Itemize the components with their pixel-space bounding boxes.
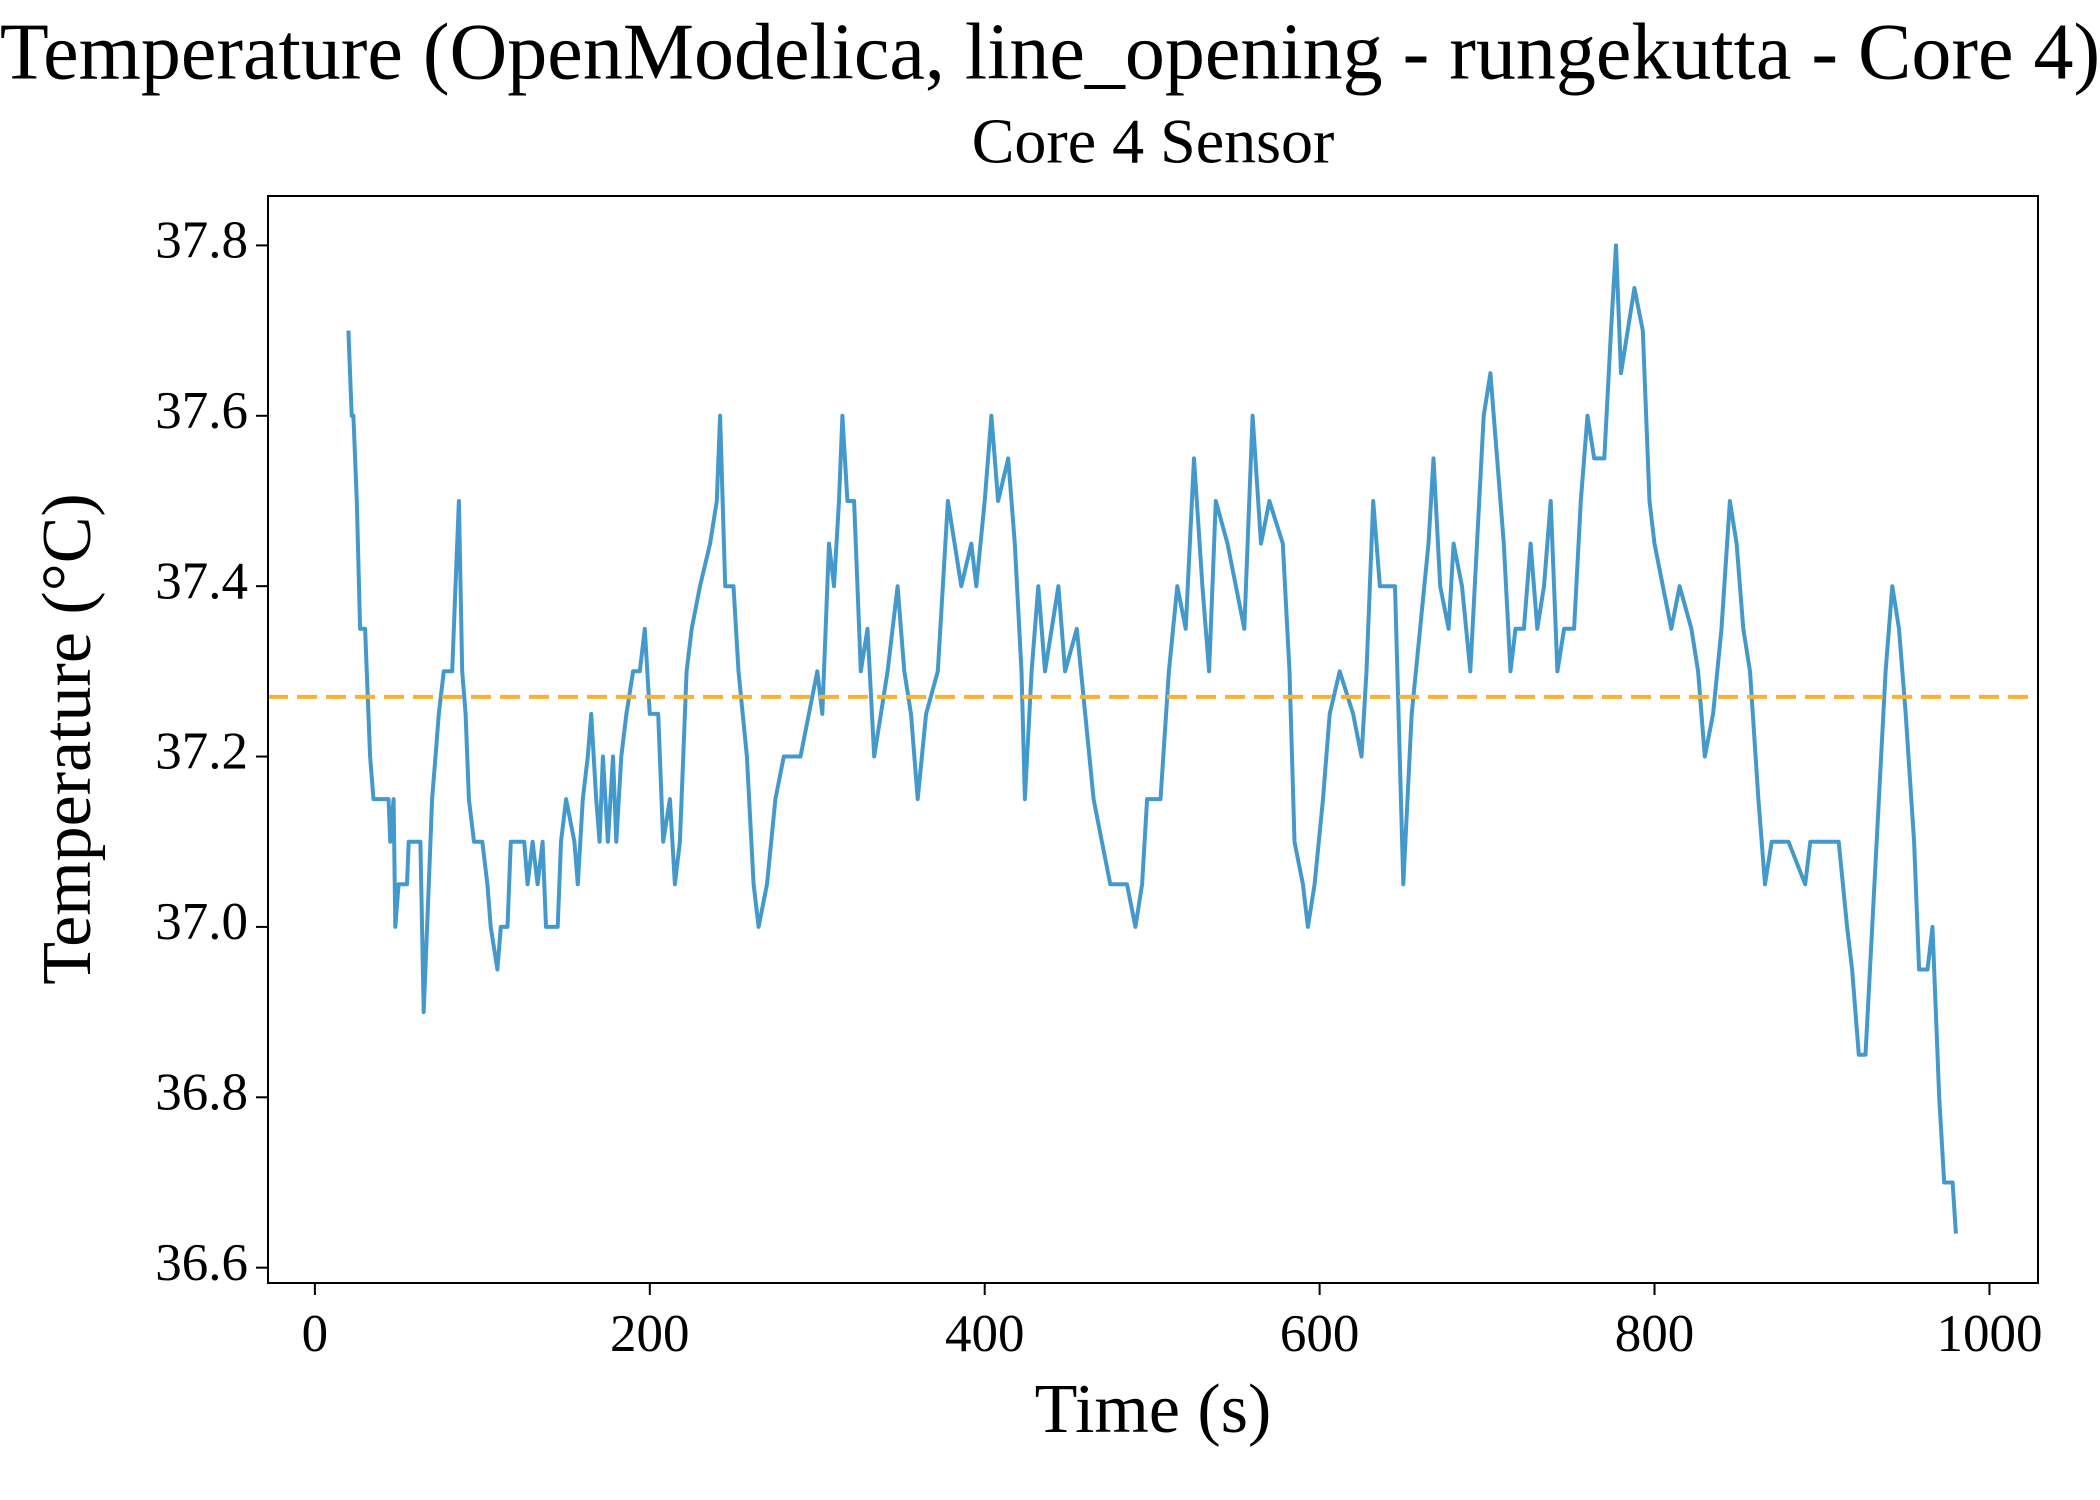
series-line xyxy=(346,243,1958,1234)
x-axis-label: Time (s) xyxy=(1035,1371,1272,1448)
x-tick-label: 600 xyxy=(1280,1305,1360,1363)
x-tick-label: 0 xyxy=(302,1305,329,1363)
x-tick-label: 200 xyxy=(610,1305,690,1363)
y-tick-label: 37.6 xyxy=(155,382,248,440)
chart-subtitle: Core 4 Sensor xyxy=(972,106,1335,177)
y-tick-label: 37.0 xyxy=(155,893,248,951)
y-tick-label: 36.6 xyxy=(155,1234,248,1292)
y-axis-label: Temperature (°C) xyxy=(29,493,106,984)
x-tick-label: 800 xyxy=(1615,1305,1695,1363)
y-tick-label: 37.2 xyxy=(155,723,248,781)
chart-title: Temperature (OpenModelica, line_opening … xyxy=(0,8,2100,96)
y-tick-label: 36.8 xyxy=(155,1063,248,1121)
y-tick-label: 37.8 xyxy=(155,212,248,270)
plot-frame xyxy=(267,195,2039,1284)
x-tick-label: 1000 xyxy=(1936,1305,2042,1363)
y-tick-label: 37.4 xyxy=(155,552,248,610)
x-tick-label: 400 xyxy=(945,1305,1025,1363)
